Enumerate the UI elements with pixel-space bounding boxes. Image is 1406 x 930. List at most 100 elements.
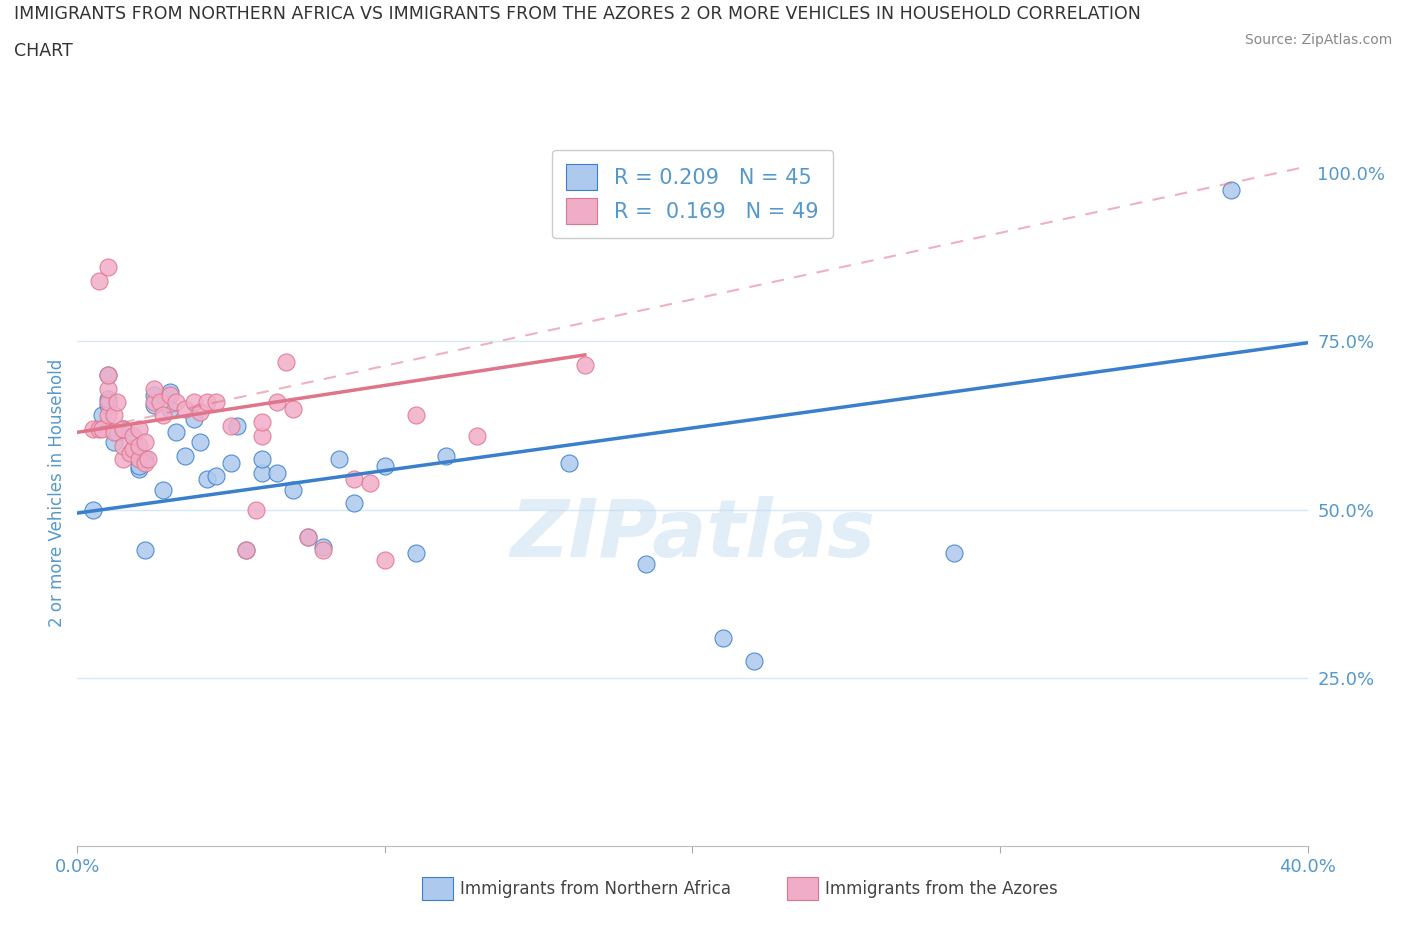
Point (297, 529, 319, 544)
Point (87, 421, 110, 436)
Point (143, 398, 166, 413)
Point (174, 402, 197, 417)
Point (312, 543, 335, 558)
Point (149, 394, 172, 409)
Text: Immigrants from Northern Africa: Immigrants from Northern Africa (460, 880, 731, 897)
Text: CHART: CHART (14, 42, 73, 60)
Point (359, 475, 381, 490)
Point (82, 502, 104, 517)
Point (121, 442, 143, 457)
Point (134, 452, 156, 467)
Point (97, 381, 120, 396)
Point (374, 458, 396, 473)
Point (90, 408, 114, 423)
Point (245, 502, 267, 517)
Point (165, 425, 187, 440)
Point (97, 398, 120, 413)
Point (112, 438, 135, 453)
Point (136, 452, 159, 467)
Point (112, 421, 135, 436)
Point (235, 543, 257, 558)
Point (143, 394, 166, 409)
Point (118, 445, 141, 460)
Point (250, 452, 273, 467)
Point (134, 455, 156, 470)
Point (128, 421, 150, 436)
Y-axis label: 2 or more Vehicles in Household: 2 or more Vehicles in Household (48, 359, 66, 627)
Point (105, 394, 128, 409)
Point (343, 496, 366, 511)
Point (87, 273, 110, 288)
Point (121, 428, 143, 443)
Point (711, 631, 734, 645)
Point (97, 392, 120, 406)
Point (128, 452, 150, 467)
Point (195, 472, 218, 487)
Point (103, 425, 125, 440)
Point (266, 394, 288, 409)
Point (97, 367, 120, 382)
Point (143, 381, 166, 396)
Point (276, 354, 298, 369)
Point (121, 442, 143, 457)
Point (465, 428, 488, 443)
Point (174, 448, 197, 463)
Point (219, 418, 242, 433)
Point (103, 408, 125, 423)
Point (82, 421, 104, 436)
Point (165, 394, 187, 409)
Point (297, 529, 319, 544)
Point (374, 552, 396, 567)
Point (204, 469, 226, 484)
Point (405, 546, 427, 561)
Point (204, 394, 226, 409)
Point (266, 465, 288, 480)
Point (343, 472, 366, 487)
Point (97, 394, 120, 409)
Point (183, 394, 205, 409)
Point (312, 539, 335, 554)
Point (188, 405, 212, 419)
Point (183, 411, 205, 426)
Point (97, 408, 120, 423)
Point (159, 384, 181, 399)
Point (742, 654, 765, 669)
Point (103, 435, 125, 450)
Point (235, 543, 257, 558)
Text: ZIPatlas: ZIPatlas (510, 497, 875, 575)
Point (226, 418, 249, 433)
Point (188, 435, 212, 450)
Point (250, 465, 273, 480)
Point (128, 458, 150, 473)
Text: Source: ZipAtlas.com: Source: ZipAtlas.com (1244, 33, 1392, 46)
Point (121, 428, 143, 443)
Point (250, 428, 273, 443)
Point (942, 546, 965, 561)
Point (1219, 182, 1241, 197)
Point (159, 402, 181, 417)
Point (250, 415, 273, 430)
Text: IMMIGRANTS FROM NORTHERN AFRICA VS IMMIGRANTS FROM THE AZORES 2 OR MORE VEHICLES: IMMIGRANTS FROM NORTHERN AFRICA VS IMMIG… (14, 5, 1140, 22)
Point (281, 482, 304, 497)
Point (143, 388, 166, 403)
Point (328, 452, 350, 467)
Point (219, 455, 242, 470)
Point (97, 260, 120, 275)
Point (636, 556, 658, 571)
Point (558, 455, 581, 470)
Point (134, 435, 156, 450)
Point (436, 448, 458, 463)
Point (128, 438, 150, 453)
Point (152, 408, 174, 423)
Point (128, 462, 150, 477)
Point (97, 367, 120, 382)
Point (90, 421, 114, 436)
Text: Immigrants from the Azores: Immigrants from the Azores (825, 880, 1059, 897)
Point (405, 408, 427, 423)
Point (281, 402, 304, 417)
Legend: R = 0.209   N = 45, R =  0.169   N = 49: R = 0.209 N = 45, R = 0.169 N = 49 (551, 150, 834, 238)
Point (134, 543, 156, 558)
Point (574, 357, 596, 372)
Point (152, 482, 174, 497)
Point (105, 425, 128, 440)
